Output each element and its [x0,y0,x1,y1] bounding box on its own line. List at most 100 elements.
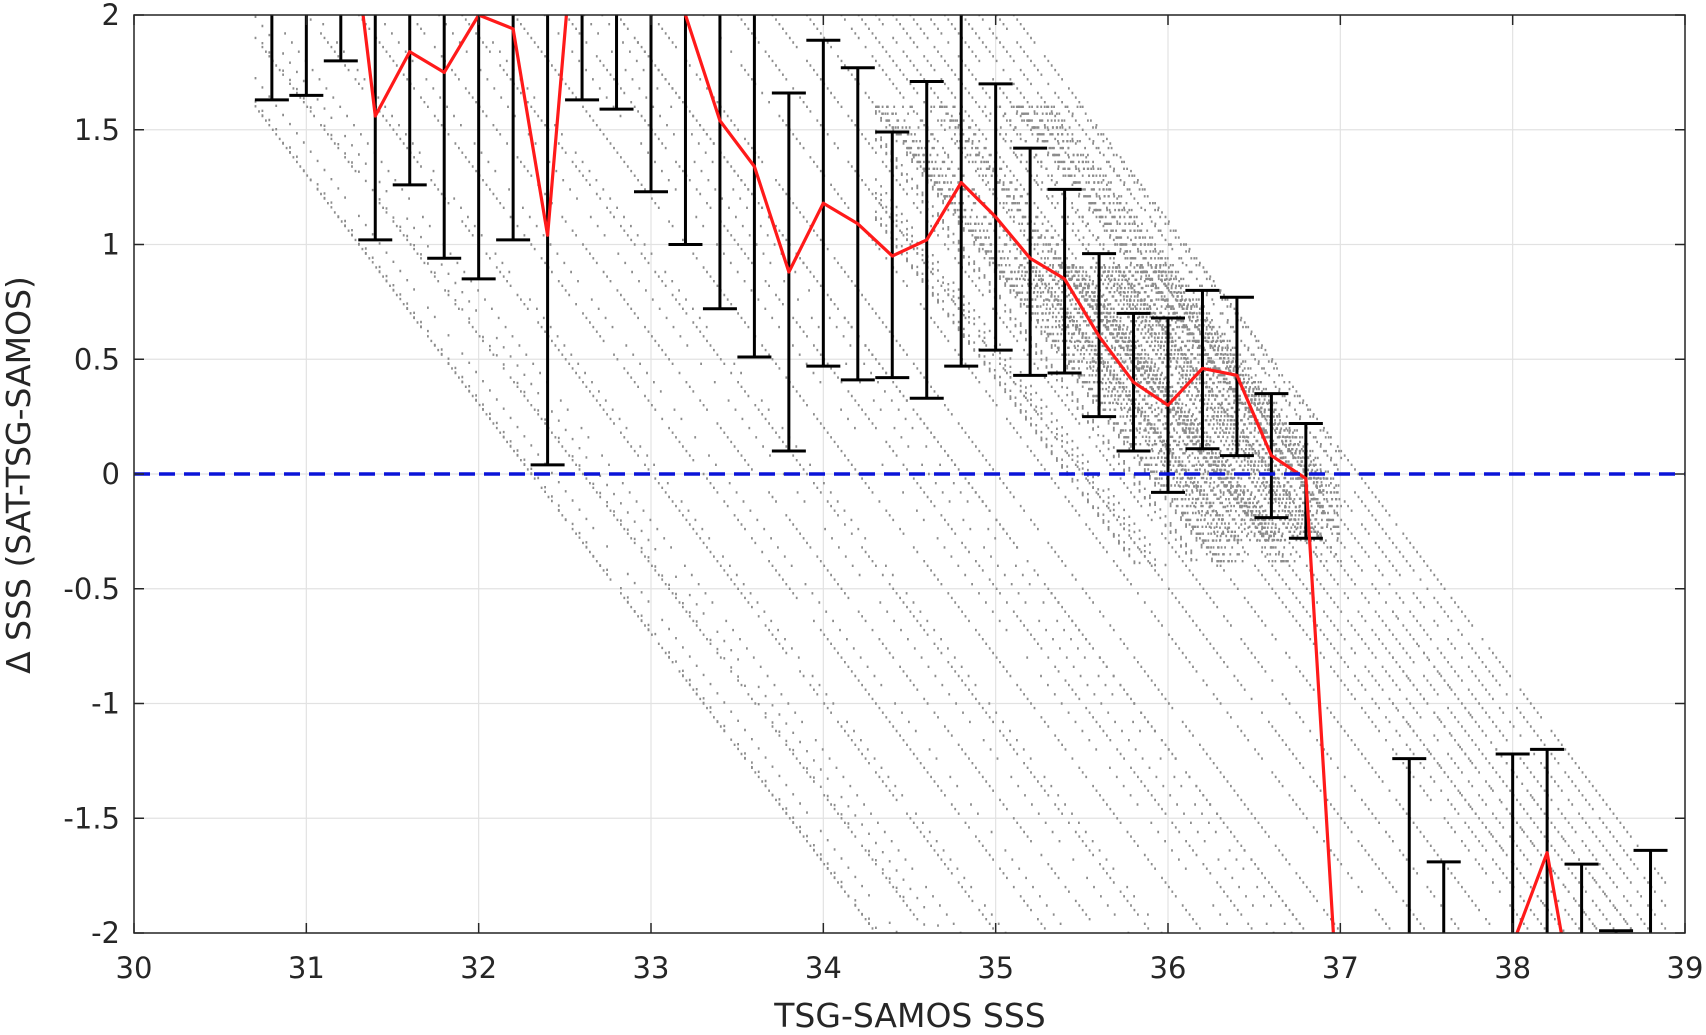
scatter-streak [1060,266,1265,538]
scatter-streak [583,15,1275,933]
y-axis-label: Δ SSS (SAT-TSG-SAMOS) [0,276,38,674]
scatter-streak [1076,105,1343,460]
scatter-streak [254,15,939,927]
x-tick-label: 39 [1667,951,1704,985]
x-tick-label: 38 [1494,951,1531,985]
scatter-streak [284,32,962,933]
scatter-streak [1079,266,1286,542]
scatter-streak [1066,105,1338,466]
x-tick-label: 33 [633,951,670,985]
scatter-streak [999,133,1322,563]
scatter-streak [892,15,1580,930]
error-bar [1564,862,1599,933]
scatter-streak [1018,266,1222,538]
error-bar [496,15,531,242]
error-bar [737,15,772,359]
scatter-streak [358,15,1046,930]
scatter-streak [1046,112,1338,501]
scatter-streak [1142,266,1324,509]
error-bar [254,15,289,102]
error-bar [427,15,462,260]
mean-line-group [361,15,1563,933]
scatter-streak [1079,105,1340,453]
scatter-streak [877,105,1221,563]
scatter-streak [409,15,1091,921]
y-tick-label: 0 [102,457,120,491]
scatter-streak [1150,266,1321,492]
scatter-streak [254,100,877,929]
error-bar [668,15,703,246]
error-bar [634,15,668,194]
y-tick-label: 1.5 [74,113,120,147]
scatter-streak [254,105,870,925]
scatter-streak [438,15,1130,933]
scatter-streak [875,197,1151,565]
scatter-streak [978,15,1667,930]
error-bar [1495,752,1530,933]
error-bar [1530,747,1565,933]
scatter-streak [1101,266,1308,542]
x-tick-label: 32 [460,951,497,985]
scatter-streak [930,18,1615,930]
error-bar [599,15,634,111]
error-bar [1392,757,1427,933]
mean-line-high-salinity [1515,851,1563,933]
error-bar [1426,860,1461,933]
scatter-streak [1036,105,1339,508]
scatter-streak [461,15,1150,930]
scatter-streak [564,15,1253,930]
scatter-streak [601,15,1293,933]
error-bar [944,15,979,368]
x-tick-label: 31 [288,951,325,985]
y-tick-label: 2 [102,0,120,32]
scatter-streak [651,15,1339,930]
scatter-streak [616,15,1301,925]
scatter-streak [254,77,898,933]
scatter-streak [1095,266,1302,542]
scatter-streak [1170,274,1325,480]
scatter-streak [1114,266,1322,542]
y-tick-label: 0.5 [74,342,120,376]
scatter-streak [1068,266,1276,542]
error-bar [1013,146,1048,377]
scatter-streak [543,15,1228,925]
x-axis-label: TSG-SAMOS SSS [773,996,1045,1031]
error-bar [565,15,600,102]
scatter-streak [944,15,1632,930]
scatter-streak [880,193,1156,561]
y-tick-label: -1 [91,687,120,721]
scatter-streak [1046,105,1338,494]
scatter-streak [261,42,926,926]
scatter-streak [254,36,919,921]
scatter-streak [384,23,1062,925]
error-bar [392,15,427,187]
y-tick-label: 1 [102,228,120,262]
y-tick-label: -0.5 [63,572,120,606]
scatter-streak [306,15,994,930]
scatter-streak [884,112,1223,563]
mean-line [361,15,1335,933]
x-tick-label: 35 [977,951,1014,985]
scatter-streak [875,216,1136,563]
scatter-streak [771,15,1460,930]
scatter-streak [322,23,1007,933]
error-bar [530,15,565,467]
error-bar [289,15,324,97]
error-bar [323,15,358,63]
error-bar [461,15,496,281]
scatter-streak [875,218,1125,552]
y-tick-label: -2 [91,916,120,950]
x-tick-label: 37 [1322,951,1359,985]
scatter-streak [1053,105,1340,487]
x-tick-label: 36 [1150,951,1187,985]
x-tick-label: 30 [116,951,153,985]
axis-ticks: 30 31 32 33 34 35 36 37 38 39 -2 -1.5 -1 -0.5 0 0.5 1 1.5… [63,0,1703,985]
error-bar [1633,848,1668,933]
x-tick-label: 34 [805,951,842,985]
error-bar [702,15,737,311]
error-bar [358,15,393,242]
error-bars [254,15,1668,933]
y-tick-label: -1.5 [63,801,120,835]
